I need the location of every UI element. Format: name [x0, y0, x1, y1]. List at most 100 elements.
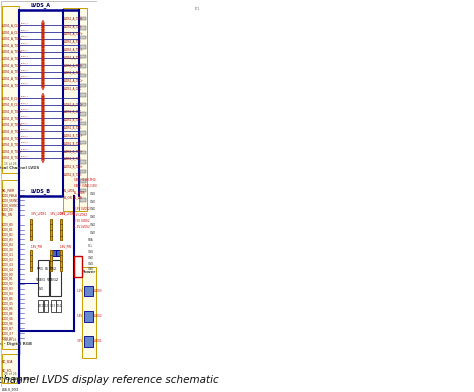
Bar	[80, 16, 86, 20]
Text: LVDS1_B_TX3+: LVDS1_B_TX3+	[64, 165, 83, 169]
Text: LCD0_B0: LCD0_B0	[2, 223, 14, 227]
Text: LVDS1_B_TX2-: LVDS1_B_TX2-	[2, 143, 22, 147]
Text: LCD0_B6: LCD0_B6	[2, 311, 14, 315]
Text: 12 of 26: 12 of 26	[4, 338, 16, 342]
Bar	[80, 74, 86, 78]
Text: LVDS1_A_TX3+: LVDS1_A_TX3+	[2, 76, 23, 80]
Text: LVDS1_B_TX1+: LVDS1_B_TX1+	[2, 123, 23, 127]
Bar	[2, 354, 18, 383]
Text: LVDS1_A_TX0-: LVDS1_A_TX0-	[2, 43, 22, 47]
Text: I2C_SDA: I2C_SDA	[2, 359, 14, 363]
Text: LCD0_HSYNC: LCD0_HSYNC	[2, 203, 19, 207]
Bar	[80, 83, 86, 87]
Text: LCD0_G5: LCD0_G5	[2, 301, 14, 305]
Text: LCD0_R7: LCD0_R7	[2, 336, 14, 340]
Text: 1.8V: 1.8V	[77, 314, 83, 318]
Bar	[80, 36, 86, 39]
Text: LVDS1_B_CLK-: LVDS1_B_CLK-	[2, 103, 21, 107]
Text: LCD0_R0: LCD0_R0	[2, 272, 14, 276]
Text: LVDS1_B_TX2+: LVDS1_B_TX2+	[64, 149, 83, 153]
Bar	[51, 250, 56, 256]
Text: LVDS_A: LVDS_A	[20, 148, 29, 150]
Text: LVDS1_B_TX1+: LVDS1_B_TX1+	[64, 133, 83, 137]
Bar	[50, 219, 52, 240]
Text: LVDS1_B_TX0+: LVDS1_B_TX0+	[64, 118, 83, 122]
Bar	[80, 141, 86, 144]
Text: LVDS1_A_CLK-: LVDS1_A_CLK-	[2, 30, 21, 34]
Text: LVDS_A: LVDS_A	[20, 82, 29, 84]
Text: APALIS_IMX8: APALIS_IMX8	[2, 387, 19, 391]
Bar	[38, 260, 49, 296]
Text: 15 of 26: 15 of 26	[4, 162, 17, 166]
Text: LVDS1: LVDS1	[93, 339, 102, 343]
Text: SD2: SD2	[43, 304, 49, 308]
Bar	[80, 64, 86, 68]
Bar	[79, 8, 87, 211]
Text: LVDS_A: LVDS_A	[20, 109, 29, 110]
Text: LVDS_A: LVDS_A	[20, 62, 29, 64]
Text: LVDS1_B_CLK+: LVDS1_B_CLK+	[64, 102, 83, 106]
Text: LVDS1_A_TX0+: LVDS1_A_TX0+	[2, 36, 23, 40]
Bar	[80, 131, 86, 135]
Text: LCD0_G2: LCD0_G2	[2, 257, 14, 261]
Text: LVDS_A: LVDS_A	[20, 56, 29, 57]
Text: EN: EN	[44, 267, 48, 271]
Text: LVDS_A: LVDS_A	[20, 102, 29, 103]
Text: LCD0_R6: LCD0_R6	[2, 321, 14, 325]
Text: LCD0_G7: LCD0_G7	[2, 331, 14, 335]
Bar	[80, 160, 86, 163]
Text: LCD0_R5: LCD0_R5	[2, 307, 14, 310]
Text: GND: GND	[88, 256, 94, 260]
Text: 1.8V_PW: 1.8V_PW	[60, 244, 72, 248]
Text: LCD0_G6: LCD0_G6	[2, 316, 14, 320]
Text: Power: Power	[82, 270, 96, 274]
Bar	[80, 122, 86, 125]
Text: LVDS1_A_CLK-: LVDS1_A_CLK-	[64, 86, 82, 91]
Text: LVDS1_A_TX1-: LVDS1_A_TX1-	[64, 55, 82, 59]
Text: GND: GND	[90, 223, 96, 227]
Text: SEL1 (1.8V-PH1): SEL1 (1.8V-PH1)	[74, 178, 96, 182]
Bar	[30, 250, 32, 271]
Text: LVDS_A: LVDS_A	[20, 22, 29, 24]
Bar	[2, 180, 18, 348]
Bar	[50, 250, 52, 271]
Text: 3.3V_LVDS1: 3.3V_LVDS1	[60, 211, 76, 215]
Text: LVDS_A: LVDS_A	[20, 49, 29, 51]
Bar	[38, 300, 43, 312]
Text: LCD0_B5: LCD0_B5	[2, 296, 14, 301]
Text: LVDS1_B_CLK+: LVDS1_B_CLK+	[2, 96, 23, 100]
Text: LVDS_A: LVDS_A	[20, 42, 29, 44]
Text: LVDS_A: LVDS_A	[20, 69, 29, 71]
Text: LVDS_A: LVDS_A	[20, 115, 29, 117]
Text: BL_ON: BL_ON	[64, 196, 72, 200]
Text: 26 of 26: 26 of 26	[4, 372, 17, 376]
Text: VREG: VREG	[36, 278, 46, 282]
Text: LVDS_A: LVDS_A	[20, 75, 29, 77]
Bar	[60, 219, 62, 240]
Text: LVDS_A: LVDS_A	[20, 122, 29, 123]
Bar	[56, 250, 62, 256]
Bar	[83, 336, 93, 347]
Bar	[80, 26, 86, 29]
Text: GND: GND	[37, 287, 44, 291]
Text: SEL2 (GND-3.8V): SEL2 (GND-3.8V)	[74, 184, 97, 188]
Bar	[80, 103, 86, 106]
Bar	[50, 260, 62, 296]
Text: GND: GND	[90, 215, 96, 219]
Text: 1.8V_PW: 1.8V_PW	[31, 244, 43, 248]
Text: 2.5V LVDS2: 2.5V LVDS2	[74, 219, 90, 223]
Text: 1.2V LVDS2: 1.2V LVDS2	[74, 225, 90, 229]
Text: LVDS1_B_TX1-: LVDS1_B_TX1-	[64, 141, 82, 145]
Bar	[73, 256, 82, 277]
Bar	[83, 311, 93, 321]
Text: LVDS2: LVDS2	[93, 314, 102, 318]
Text: LVDS1_A_TX3+: LVDS1_A_TX3+	[64, 16, 83, 20]
Text: LVDS1_A_TX1+: LVDS1_A_TX1+	[2, 50, 23, 54]
Bar	[51, 300, 55, 312]
Text: LVDS1_A_TX1+: LVDS1_A_TX1+	[64, 47, 83, 51]
Text: LVDS1_A_TX1-: LVDS1_A_TX1-	[2, 56, 22, 60]
Text: LVDS1_B_TX0-: LVDS1_B_TX0-	[64, 125, 82, 129]
Text: LVDS1_A_TX2-: LVDS1_A_TX2-	[64, 40, 82, 44]
Text: LCD0_VSYNC: LCD0_VSYNC	[2, 198, 19, 202]
Text: SD4: SD4	[55, 304, 62, 308]
